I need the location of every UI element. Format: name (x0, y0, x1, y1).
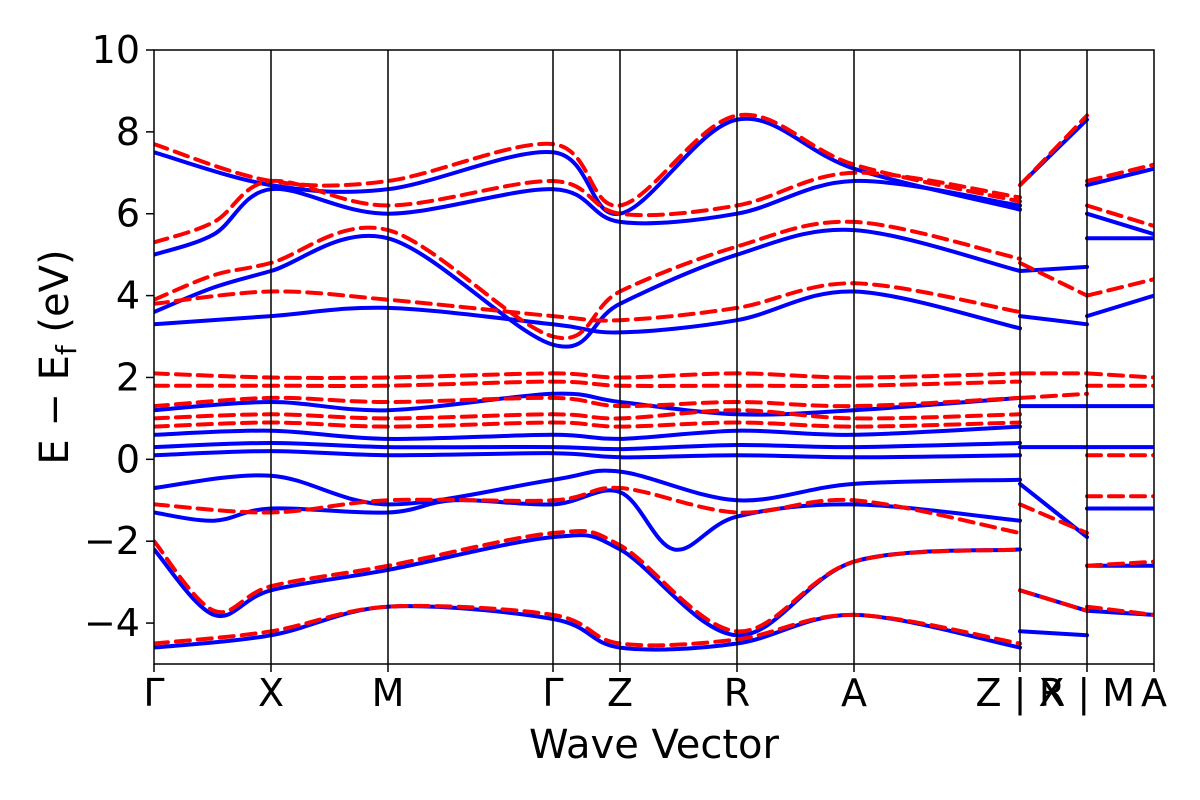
x-tick-label-4: Z (607, 671, 633, 715)
band-line-0-6 (154, 424, 1022, 441)
x-tick-label-0: Γ (143, 671, 164, 715)
band-line-1-16 (1018, 502, 1089, 535)
band-line-1-21 (1085, 371, 1154, 380)
band-line-0-14 (1018, 314, 1089, 327)
y-tick-label-2: 0 (116, 437, 140, 481)
band-line-0-23 (1085, 293, 1154, 319)
band-line-1-25 (1085, 559, 1154, 568)
y-tick-label-5: 6 (116, 192, 140, 236)
band-line-1-19 (1085, 203, 1154, 228)
x-tick-label-7: Z | X (975, 671, 1064, 716)
band-line-0-5 (154, 440, 1022, 452)
band-line-1-13 (1018, 260, 1089, 298)
y-axis-title-subscript: f (50, 344, 83, 355)
y-tick-label-1: −2 (84, 519, 140, 563)
x-tick-label-9: A (1141, 671, 1167, 715)
x-axis-title: Wave Vector (529, 722, 780, 768)
band-line-0-10 (154, 178, 1022, 257)
x-tick-label-1: X (258, 671, 284, 715)
band-line-1-12 (1018, 113, 1089, 188)
y-tick-label-6: 8 (116, 110, 140, 154)
x-tick-label-5: R (724, 671, 750, 715)
series-red-dashed (154, 112, 1154, 648)
band-line-1-9 (154, 219, 1022, 341)
band-line-1-1 (154, 529, 1022, 634)
x-tick-label-3: Γ (542, 671, 563, 715)
band-line-1-6 (154, 379, 1022, 388)
band-line-1-18 (1085, 162, 1154, 183)
y-tick-label-7: 10 (92, 28, 140, 72)
high-symmetry-lines (270, 50, 1088, 664)
x-tick-label-2: M (372, 671, 405, 715)
y-axis-ticks: −4 −2 0 2 4 6 8 10 (84, 28, 154, 645)
plot-area-frame (153, 49, 1155, 665)
band-line-1-20 (1085, 277, 1154, 298)
band-line-0-3 (154, 468, 1022, 507)
y-tick-label-3: 2 (116, 355, 140, 399)
x-tick-label-8: R | M (1039, 671, 1135, 716)
svg-text:E − Ef (eV): E − Ef (eV) (32, 249, 83, 464)
band-line-1-5 (154, 395, 1022, 409)
y-axis-title-main: E − E (32, 355, 78, 465)
band-line-0-9 (154, 227, 1022, 349)
band-line-0-15 (1018, 481, 1089, 540)
band-line-1-11 (154, 112, 1022, 208)
band-line-1-15 (1018, 391, 1089, 400)
y-tick-label-0: −4 (84, 601, 140, 645)
x-tick-label-6: A (841, 671, 867, 715)
band-line-0-13 (1018, 264, 1089, 273)
band-line-1-10 (154, 170, 1022, 245)
bands-layer (154, 112, 1154, 652)
band-line-0-28 (1085, 608, 1154, 617)
y-axis-title-unit: (eV) (32, 249, 78, 345)
band-line-0-20 (1085, 166, 1154, 188)
band-line-1-3 (154, 420, 1022, 429)
band-line-1-0 (154, 603, 1022, 648)
band-line-1-7 (154, 371, 1022, 380)
band-line-0-2 (154, 488, 1022, 552)
y-axis-title: E − Ef (eV) (32, 249, 83, 464)
band-line-0-17 (1018, 629, 1089, 638)
band-line-1-17 (1018, 588, 1089, 613)
band-line-1-4 (154, 408, 1022, 421)
band-line-0-4 (154, 449, 1022, 460)
y-tick-label-4: 4 (116, 274, 140, 318)
band-line-1-26 (1085, 604, 1154, 617)
band-line-0-21 (1085, 211, 1154, 237)
